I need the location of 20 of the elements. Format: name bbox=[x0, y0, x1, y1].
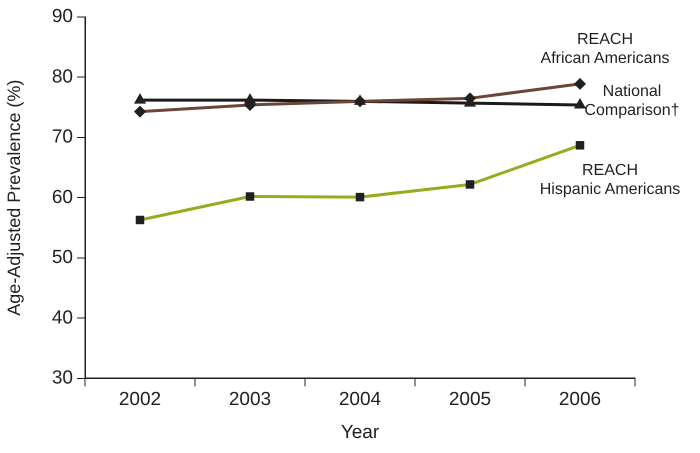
x-tick-label: 2006 bbox=[558, 389, 602, 410]
y-tick-label: 60 bbox=[52, 186, 73, 208]
y-tick-label: 90 bbox=[52, 6, 73, 28]
point bbox=[354, 95, 366, 108]
x-tick-label: 2003 bbox=[228, 389, 272, 410]
x-tick-label: 2004 bbox=[338, 389, 382, 410]
point bbox=[134, 93, 146, 104]
y-tick-label: 30 bbox=[52, 368, 73, 389]
y-tick-label: 40 bbox=[52, 307, 73, 328]
point bbox=[574, 98, 586, 108]
x-tick-label: 2005 bbox=[448, 389, 492, 410]
y-tick-label: 80 bbox=[52, 66, 73, 88]
y-tick-label: 50 bbox=[52, 247, 73, 268]
x-axis-title: Year bbox=[340, 422, 380, 443]
series-label: REACH Hispanic Americans bbox=[540, 162, 680, 198]
y-axis-title: Age-Adjusted Prevalence (%) bbox=[4, 80, 24, 316]
x-tick-label: 2002 bbox=[118, 389, 162, 410]
series-label: National Comparison† bbox=[584, 82, 680, 119]
series-label: REACH African Americans bbox=[540, 30, 670, 67]
y-tick-label: 70 bbox=[52, 126, 73, 148]
